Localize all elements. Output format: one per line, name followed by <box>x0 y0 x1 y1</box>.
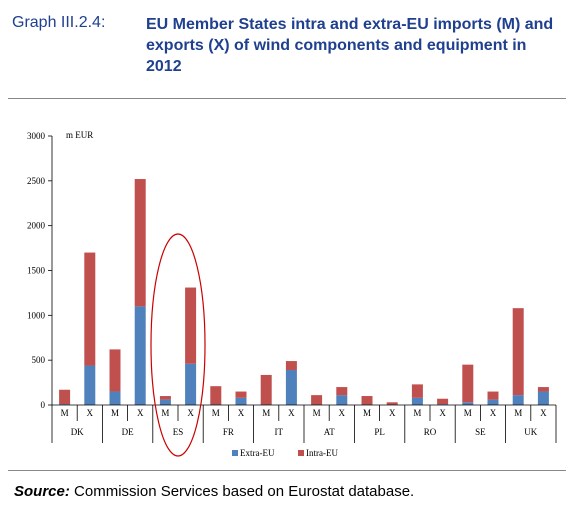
y-tick-label: 0 <box>41 400 46 410</box>
bar-extra-eu <box>159 399 171 405</box>
bar-intra-eu <box>210 386 222 405</box>
bar-extra-eu <box>235 397 247 405</box>
bar-intra-eu <box>134 179 146 307</box>
bar-intra-eu <box>386 402 398 405</box>
bar-extra-eu <box>512 395 524 405</box>
y-tick-label: 1500 <box>27 266 46 276</box>
bar-intra-eu <box>59 389 71 405</box>
y-tick-label: 2500 <box>27 176 46 186</box>
bar-intra-eu <box>84 252 96 366</box>
country-label: IT <box>275 427 284 437</box>
country-label: UK <box>524 427 537 437</box>
bar-intra-eu <box>537 387 549 392</box>
bar-intra-eu <box>437 398 449 405</box>
bar-intra-eu <box>185 287 197 364</box>
flow-label: M <box>313 408 321 418</box>
bar-extra-eu <box>134 306 146 405</box>
flow-label: M <box>464 408 472 418</box>
flow-label: X <box>137 408 144 418</box>
source-text: Commission Services based on Eurostat da… <box>74 483 415 500</box>
country-label: DE <box>122 427 134 437</box>
bottom-divider <box>8 470 566 471</box>
bar-extra-eu <box>462 402 474 405</box>
legend-swatch <box>298 450 304 456</box>
flow-label: X <box>187 408 194 418</box>
graph-number: Graph III.2.4: <box>12 14 106 31</box>
flow-label: X <box>389 408 396 418</box>
country-label: AT <box>324 427 336 437</box>
bar-intra-eu <box>260 374 272 405</box>
legend-swatch <box>232 450 238 456</box>
chart-title: EU Member States intra and extra-EU impo… <box>146 16 554 75</box>
flow-label: X <box>339 408 346 418</box>
bar-intra-eu <box>487 391 499 400</box>
y-tick-label: 1000 <box>27 310 46 320</box>
bar-extra-eu <box>285 370 297 405</box>
flow-label: X <box>540 408 547 418</box>
flow-label: M <box>363 408 371 418</box>
bar-intra-eu <box>336 387 348 396</box>
bar-intra-eu <box>462 364 474 403</box>
bar-intra-eu <box>159 396 171 400</box>
bar-intra-eu <box>235 391 247 398</box>
legend-label: Extra-EU <box>240 448 275 458</box>
flow-label: X <box>87 408 94 418</box>
country-label: RO <box>424 427 437 437</box>
flow-label: M <box>111 408 119 418</box>
stacked-bar-chart: m EUR 0 500 1000 1500 2000 2500 3000 M X M X M X M X M… <box>27 130 557 458</box>
legend-label: Intra-EU <box>306 448 338 458</box>
flow-label: X <box>490 408 497 418</box>
y-tick-label: 500 <box>32 355 46 365</box>
bar-intra-eu <box>411 384 423 398</box>
flow-label: M <box>212 408 220 418</box>
bar-extra-eu <box>336 395 348 405</box>
y-tick-label: 2000 <box>27 221 46 231</box>
flow-label: M <box>514 408 522 418</box>
bar-extra-eu <box>487 399 499 405</box>
country-label: FR <box>223 427 234 437</box>
bar-intra-eu <box>311 395 323 405</box>
country-label: SE <box>475 427 486 437</box>
bar-extra-eu <box>537 391 549 405</box>
flow-label: X <box>439 408 446 418</box>
source-label: Source: <box>14 483 70 500</box>
flow-label: M <box>413 408 421 418</box>
flow-label: M <box>161 408 169 418</box>
source-note: Source: Commission Services based on Eur… <box>14 483 414 500</box>
bar-extra-eu <box>185 363 197 405</box>
flow-label: X <box>238 408 245 418</box>
y-tick-label: 3000 <box>27 131 46 141</box>
bar-intra-eu <box>285 361 297 371</box>
highlight-ellipse <box>150 233 206 457</box>
country-label: PL <box>374 427 385 437</box>
unit-label: m EUR <box>66 130 93 140</box>
country-label: ES <box>173 427 184 437</box>
country-label: DK <box>71 427 84 437</box>
bar-extra-eu <box>437 404 449 405</box>
bar-extra-eu <box>109 391 121 405</box>
flow-label: M <box>262 408 270 418</box>
bar-extra-eu <box>411 397 423 405</box>
bar-intra-eu <box>512 308 524 396</box>
bar-extra-eu <box>59 404 71 405</box>
bar-intra-eu <box>109 349 121 392</box>
flow-label: M <box>61 408 69 418</box>
bar-extra-eu <box>84 365 96 405</box>
flow-label: X <box>288 408 295 418</box>
top-divider <box>8 98 566 99</box>
bar-intra-eu <box>361 396 373 405</box>
